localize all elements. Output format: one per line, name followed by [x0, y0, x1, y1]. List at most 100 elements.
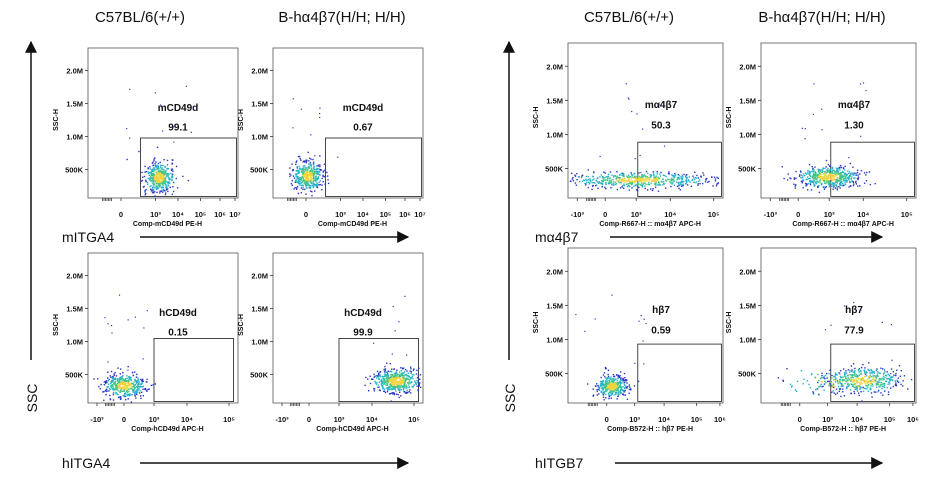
event-dot [833, 378, 835, 381]
event-dot [122, 375, 124, 377]
event-dot [169, 178, 171, 180]
event-dot [141, 179, 144, 182]
event-dot [615, 177, 618, 179]
event-dot [650, 174, 653, 177]
event-dot [625, 386, 627, 389]
event-dot [377, 384, 380, 386]
event-dot [814, 176, 816, 179]
event-dot [166, 188, 169, 190]
event-dot [843, 368, 845, 370]
event-dot [98, 385, 100, 388]
event-dot [316, 173, 319, 175]
x-tick-label: 10⁶ [399, 210, 411, 219]
event-dot [629, 386, 631, 388]
event-dot [597, 182, 600, 184]
event-dot [122, 394, 124, 397]
event-dot [863, 370, 866, 372]
event-dot [848, 384, 850, 387]
event-dot [611, 380, 613, 382]
event-dot [865, 90, 867, 92]
event-dot [176, 187, 179, 189]
event-dot [153, 176, 156, 178]
event-dot [835, 181, 837, 184]
event-dot [137, 387, 139, 390]
event-dot [371, 378, 373, 380]
event-dot [839, 183, 842, 185]
event-dot [815, 172, 817, 175]
event-dot [674, 176, 676, 178]
event-dot [158, 176, 160, 178]
event-dot [105, 390, 107, 393]
event-dot [611, 294, 613, 296]
event-dot [794, 185, 796, 187]
event-dot [164, 184, 167, 186]
event-dot [621, 177, 623, 180]
event-dot [686, 176, 688, 179]
event-dot [883, 372, 885, 374]
event-dot [671, 174, 673, 176]
event-dot [137, 383, 140, 385]
event-dot [660, 171, 662, 174]
event-dot [600, 182, 602, 185]
event-dot [822, 170, 824, 173]
event-dot [119, 373, 121, 375]
event-dot [315, 185, 317, 187]
event-dot [156, 182, 159, 185]
event-dot [604, 176, 606, 179]
event-dot [128, 377, 131, 379]
event-dot [295, 170, 297, 172]
event-dot [691, 179, 694, 182]
event-dot [612, 389, 614, 391]
event-dot [306, 180, 309, 182]
left-row1-label: mITGA4 [62, 229, 114, 245]
event-dot [594, 385, 597, 387]
event-dot [659, 173, 661, 175]
event-dot [865, 380, 867, 382]
event-dot [150, 384, 153, 387]
event-dot [298, 170, 300, 172]
event-dot [133, 388, 136, 390]
event-dot [596, 181, 598, 183]
event-dot [832, 390, 834, 392]
event-dot [93, 378, 95, 380]
event-dot [786, 179, 789, 181]
event-dot [859, 388, 861, 390]
event-dot [407, 372, 409, 374]
event-dot [625, 179, 627, 181]
event-dot [855, 183, 858, 185]
event-dot [405, 387, 407, 389]
event-dot [376, 377, 378, 379]
event-dot [839, 382, 842, 385]
event-dot [130, 383, 132, 385]
event-dot [682, 180, 685, 183]
event-dot [385, 362, 388, 364]
event-dot [825, 177, 828, 179]
event-dot [834, 377, 837, 379]
event-dot [154, 383, 157, 385]
x-tick-label: 10³ [334, 415, 345, 424]
event-dot [634, 158, 636, 160]
event-dot [299, 180, 301, 183]
event-dot [399, 388, 401, 390]
event-dot [572, 176, 574, 179]
event-dot [630, 181, 633, 183]
event-dot [631, 174, 634, 176]
event-dot [840, 384, 843, 386]
event-dot [613, 385, 615, 387]
event-dot [848, 175, 850, 178]
left-col2-title: B-hα4β7(H/H; H/H) [278, 9, 405, 26]
event-dot [383, 381, 385, 383]
event-dot [599, 176, 601, 178]
event-dot [159, 168, 161, 170]
event-dot [127, 393, 129, 396]
event-dot [164, 173, 166, 175]
event-dot [408, 390, 411, 393]
plot-frame [87, 252, 239, 404]
left-row2-label: hITGA4 [62, 455, 110, 471]
gate-percent: 77.9 [844, 325, 864, 336]
event-dot [836, 374, 838, 376]
event-dot [318, 174, 321, 176]
event-dot [163, 172, 166, 174]
event-dot [172, 126, 175, 128]
event-dot [114, 377, 117, 380]
